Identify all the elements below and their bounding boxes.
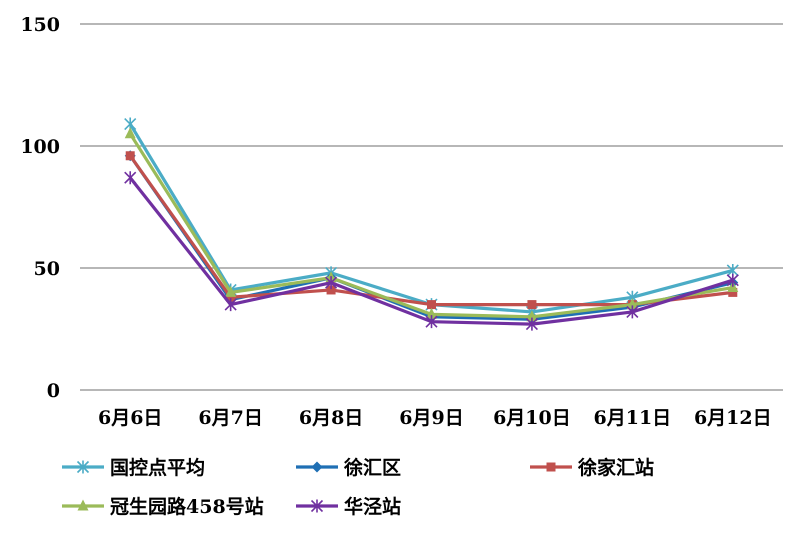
data-point <box>626 298 638 310</box>
x-tick-label: 6月6日 <box>98 407 162 429</box>
legend-label: 国控点平均 <box>110 456 205 479</box>
x-tick-label: 6月12日 <box>694 407 772 429</box>
legend-label: 徐家汇站 <box>577 456 654 479</box>
series-line <box>128 154 733 307</box>
y-tick-label: 0 <box>47 380 60 402</box>
data-point <box>427 300 436 310</box>
y-tick-label: 50 <box>34 258 60 280</box>
data-point <box>124 171 137 185</box>
legend-item: 国控点平均 <box>62 456 205 479</box>
x-axis-ticks: 6月6日 6月7日 6月8日 6月9日 6月10日 6月11日 6月12日 <box>98 407 772 429</box>
legend-item: 华泾站 <box>296 495 401 518</box>
data-point <box>626 305 639 319</box>
data-point <box>124 127 136 139</box>
data-point <box>726 273 739 287</box>
data-point <box>728 287 738 297</box>
data-point <box>527 300 537 310</box>
x-tick-label: 6月7日 <box>198 407 262 429</box>
series-lines <box>124 117 739 331</box>
data-point <box>425 315 438 329</box>
data-point <box>125 151 135 161</box>
data-point <box>546 462 556 472</box>
x-tick-label: 6月9日 <box>399 407 463 429</box>
y-tick-label: 150 <box>20 14 60 36</box>
legend-label: 冠生园路458号站 <box>110 495 264 518</box>
y-tick-label: 100 <box>20 136 60 158</box>
gridlines <box>80 23 783 391</box>
data-point <box>326 285 336 295</box>
series-group <box>124 171 739 331</box>
legend-label: 华泾站 <box>344 495 401 518</box>
legend-item: 徐汇区 <box>296 456 401 479</box>
data-point <box>310 499 324 513</box>
data-point <box>226 292 236 302</box>
data-point <box>225 285 237 297</box>
data-point <box>525 317 538 331</box>
data-point <box>311 461 323 473</box>
data-point <box>426 307 437 319</box>
x-tick-label: 6月10日 <box>493 407 571 429</box>
data-point <box>77 499 89 511</box>
x-tick-label: 6月11日 <box>594 407 672 429</box>
legend-item: 冠生园路458号站 <box>62 495 264 518</box>
data-point <box>76 460 90 474</box>
legend-label: 徐汇区 <box>343 456 401 479</box>
x-tick-label: 6月8日 <box>299 407 363 429</box>
data-point <box>224 298 237 312</box>
data-point <box>325 276 338 290</box>
y-axis-ticks: 0 50 100 150 <box>20 14 60 402</box>
legend-item: 徐家汇站 <box>530 456 654 479</box>
data-point <box>526 310 538 322</box>
